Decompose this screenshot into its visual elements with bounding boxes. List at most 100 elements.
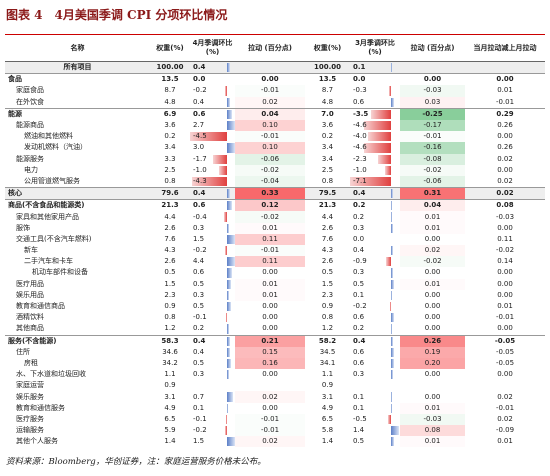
cell-text: 0.6 bbox=[353, 358, 365, 367]
table-cell: 0.00 bbox=[465, 290, 545, 301]
heat-fill bbox=[235, 357, 305, 370]
cell-text: 0.4 bbox=[353, 246, 365, 255]
data-bar bbox=[391, 201, 393, 211]
table-cell: 6.9 bbox=[150, 107, 190, 120]
data-bar bbox=[391, 426, 400, 436]
cell-text: 0.02 bbox=[497, 154, 513, 163]
heat-fill bbox=[235, 256, 305, 268]
table-cell: 0.29 bbox=[465, 107, 545, 120]
cell-text: 0.3 bbox=[193, 370, 205, 379]
table-cell: 能源服务 bbox=[5, 154, 150, 165]
cell-text: 0.5 bbox=[193, 279, 205, 288]
cell-text: 4.8 bbox=[164, 97, 176, 106]
table-cell: 0.4 bbox=[190, 97, 235, 109]
table-cell: 二手汽车和卡车 bbox=[5, 256, 150, 267]
cell-text: 医疗服务 bbox=[16, 414, 44, 423]
table-cell: -0.1 bbox=[190, 312, 235, 323]
data-bar bbox=[391, 313, 395, 323]
table-cell: -0.17 bbox=[400, 119, 465, 132]
heat-fill bbox=[235, 278, 305, 290]
table-cell: 3.4 bbox=[305, 154, 350, 165]
table-cell: 0.01 bbox=[400, 211, 465, 223]
cell-text: -0.01 bbox=[260, 426, 280, 435]
table-cell: 0.01 bbox=[235, 278, 305, 290]
table-cell: 0.3 bbox=[350, 267, 400, 278]
table-cell: 1.2 bbox=[150, 323, 190, 335]
table-cell: 3.1 bbox=[150, 391, 190, 402]
cell-text: 1.2 bbox=[164, 324, 176, 333]
cell-text: 1.4 bbox=[353, 426, 365, 435]
heat-fill bbox=[400, 211, 465, 223]
cell-text: 2.3 bbox=[321, 290, 334, 299]
table-cell: 6.5 bbox=[305, 414, 350, 425]
table-cell: 21.3 bbox=[150, 199, 190, 212]
cell-text: -0.02 bbox=[260, 212, 280, 221]
cell-text: 家庭食品 bbox=[16, 86, 44, 95]
cell-text: 0.3 bbox=[193, 223, 205, 232]
heat-fill bbox=[235, 369, 305, 381]
cell-text: 0.29 bbox=[496, 109, 514, 118]
cell-text: 0.6 bbox=[193, 201, 206, 210]
table-cell: 0.8 bbox=[150, 176, 190, 188]
heat-fill bbox=[400, 245, 465, 257]
table-cell: 0.00 bbox=[235, 312, 305, 324]
data-bar bbox=[225, 246, 227, 256]
cell-text: -0.01 bbox=[495, 313, 515, 322]
table-cell: -4.6 bbox=[350, 120, 400, 131]
cell-text: 0.4 bbox=[353, 336, 366, 345]
column-header: 权重(%) bbox=[305, 35, 350, 62]
data-bar bbox=[226, 234, 235, 244]
table-cell: 0.02 bbox=[465, 154, 545, 165]
table-cell: -0.1 bbox=[190, 414, 235, 425]
table-cell: 机动车部件和设备 bbox=[5, 267, 150, 278]
cell-text: 0.21 bbox=[261, 336, 279, 345]
heat-fill bbox=[235, 142, 305, 154]
table-cell: 0.00 bbox=[235, 300, 305, 313]
table-cell: 商品(不含食品和能源类) bbox=[5, 199, 150, 212]
cell-text: -0.09 bbox=[495, 426, 515, 435]
cell-text: 0.0 bbox=[353, 234, 365, 243]
data-bar bbox=[226, 279, 231, 289]
table-cell: 1.2 bbox=[305, 323, 350, 335]
cell-text: 0.15 bbox=[262, 347, 278, 356]
heat-fill bbox=[400, 164, 465, 176]
data-bar bbox=[391, 189, 394, 199]
data-bar bbox=[223, 212, 227, 222]
table-cell: 2.5 bbox=[150, 165, 190, 176]
cell-text: 0.20 bbox=[424, 358, 441, 367]
cell-text: 7.6 bbox=[321, 234, 334, 243]
cell-text: 能源商品 bbox=[16, 121, 44, 130]
table-cell: 食品 bbox=[5, 73, 150, 86]
table-cell: 服务(不含能源) bbox=[5, 334, 150, 347]
table-cell: 0.2 bbox=[305, 131, 350, 142]
table-cell: -1.0 bbox=[190, 165, 235, 176]
cell-text: 0.9 bbox=[164, 302, 176, 311]
cell-text: -0.01 bbox=[495, 403, 515, 412]
table-cell: 0.00 bbox=[235, 267, 305, 279]
table-cell: 娱乐服务 bbox=[5, 391, 150, 402]
table-row: 房租 34.2 0.5 0.16 34.1 0.6 0.20 -0.05 bbox=[5, 357, 545, 370]
table-cell: -0.08 bbox=[400, 153, 465, 165]
cell-text: 0.0 bbox=[193, 75, 206, 84]
table-cell: 4.4 bbox=[190, 256, 235, 267]
cell-text: 0.01 bbox=[424, 437, 441, 446]
table-cell: 2.7 bbox=[190, 120, 235, 131]
table-cell: 3.6 bbox=[305, 120, 350, 131]
cell-text: -0.06 bbox=[260, 154, 280, 163]
cell-text: 0.8 bbox=[321, 313, 334, 322]
table-cell bbox=[400, 380, 465, 391]
cell-text: 7.0 bbox=[321, 109, 334, 118]
table-cell: 0.00 bbox=[465, 131, 545, 142]
heat-fill bbox=[400, 175, 465, 188]
table-cell: 0.02 bbox=[235, 96, 305, 109]
table-cell: 100.00 bbox=[305, 61, 350, 74]
cell-text: 79.6 bbox=[161, 189, 179, 198]
data-bar bbox=[350, 176, 391, 187]
heat-fill bbox=[235, 300, 305, 313]
cell-text: 0.01 bbox=[262, 223, 278, 232]
table-cell: 0.5 bbox=[190, 301, 235, 312]
cell-text: 79.5 bbox=[318, 189, 337, 198]
cell-text: 1.2 bbox=[321, 324, 334, 333]
cell-text: -0.02 bbox=[260, 165, 280, 174]
heat-fill bbox=[400, 109, 465, 120]
